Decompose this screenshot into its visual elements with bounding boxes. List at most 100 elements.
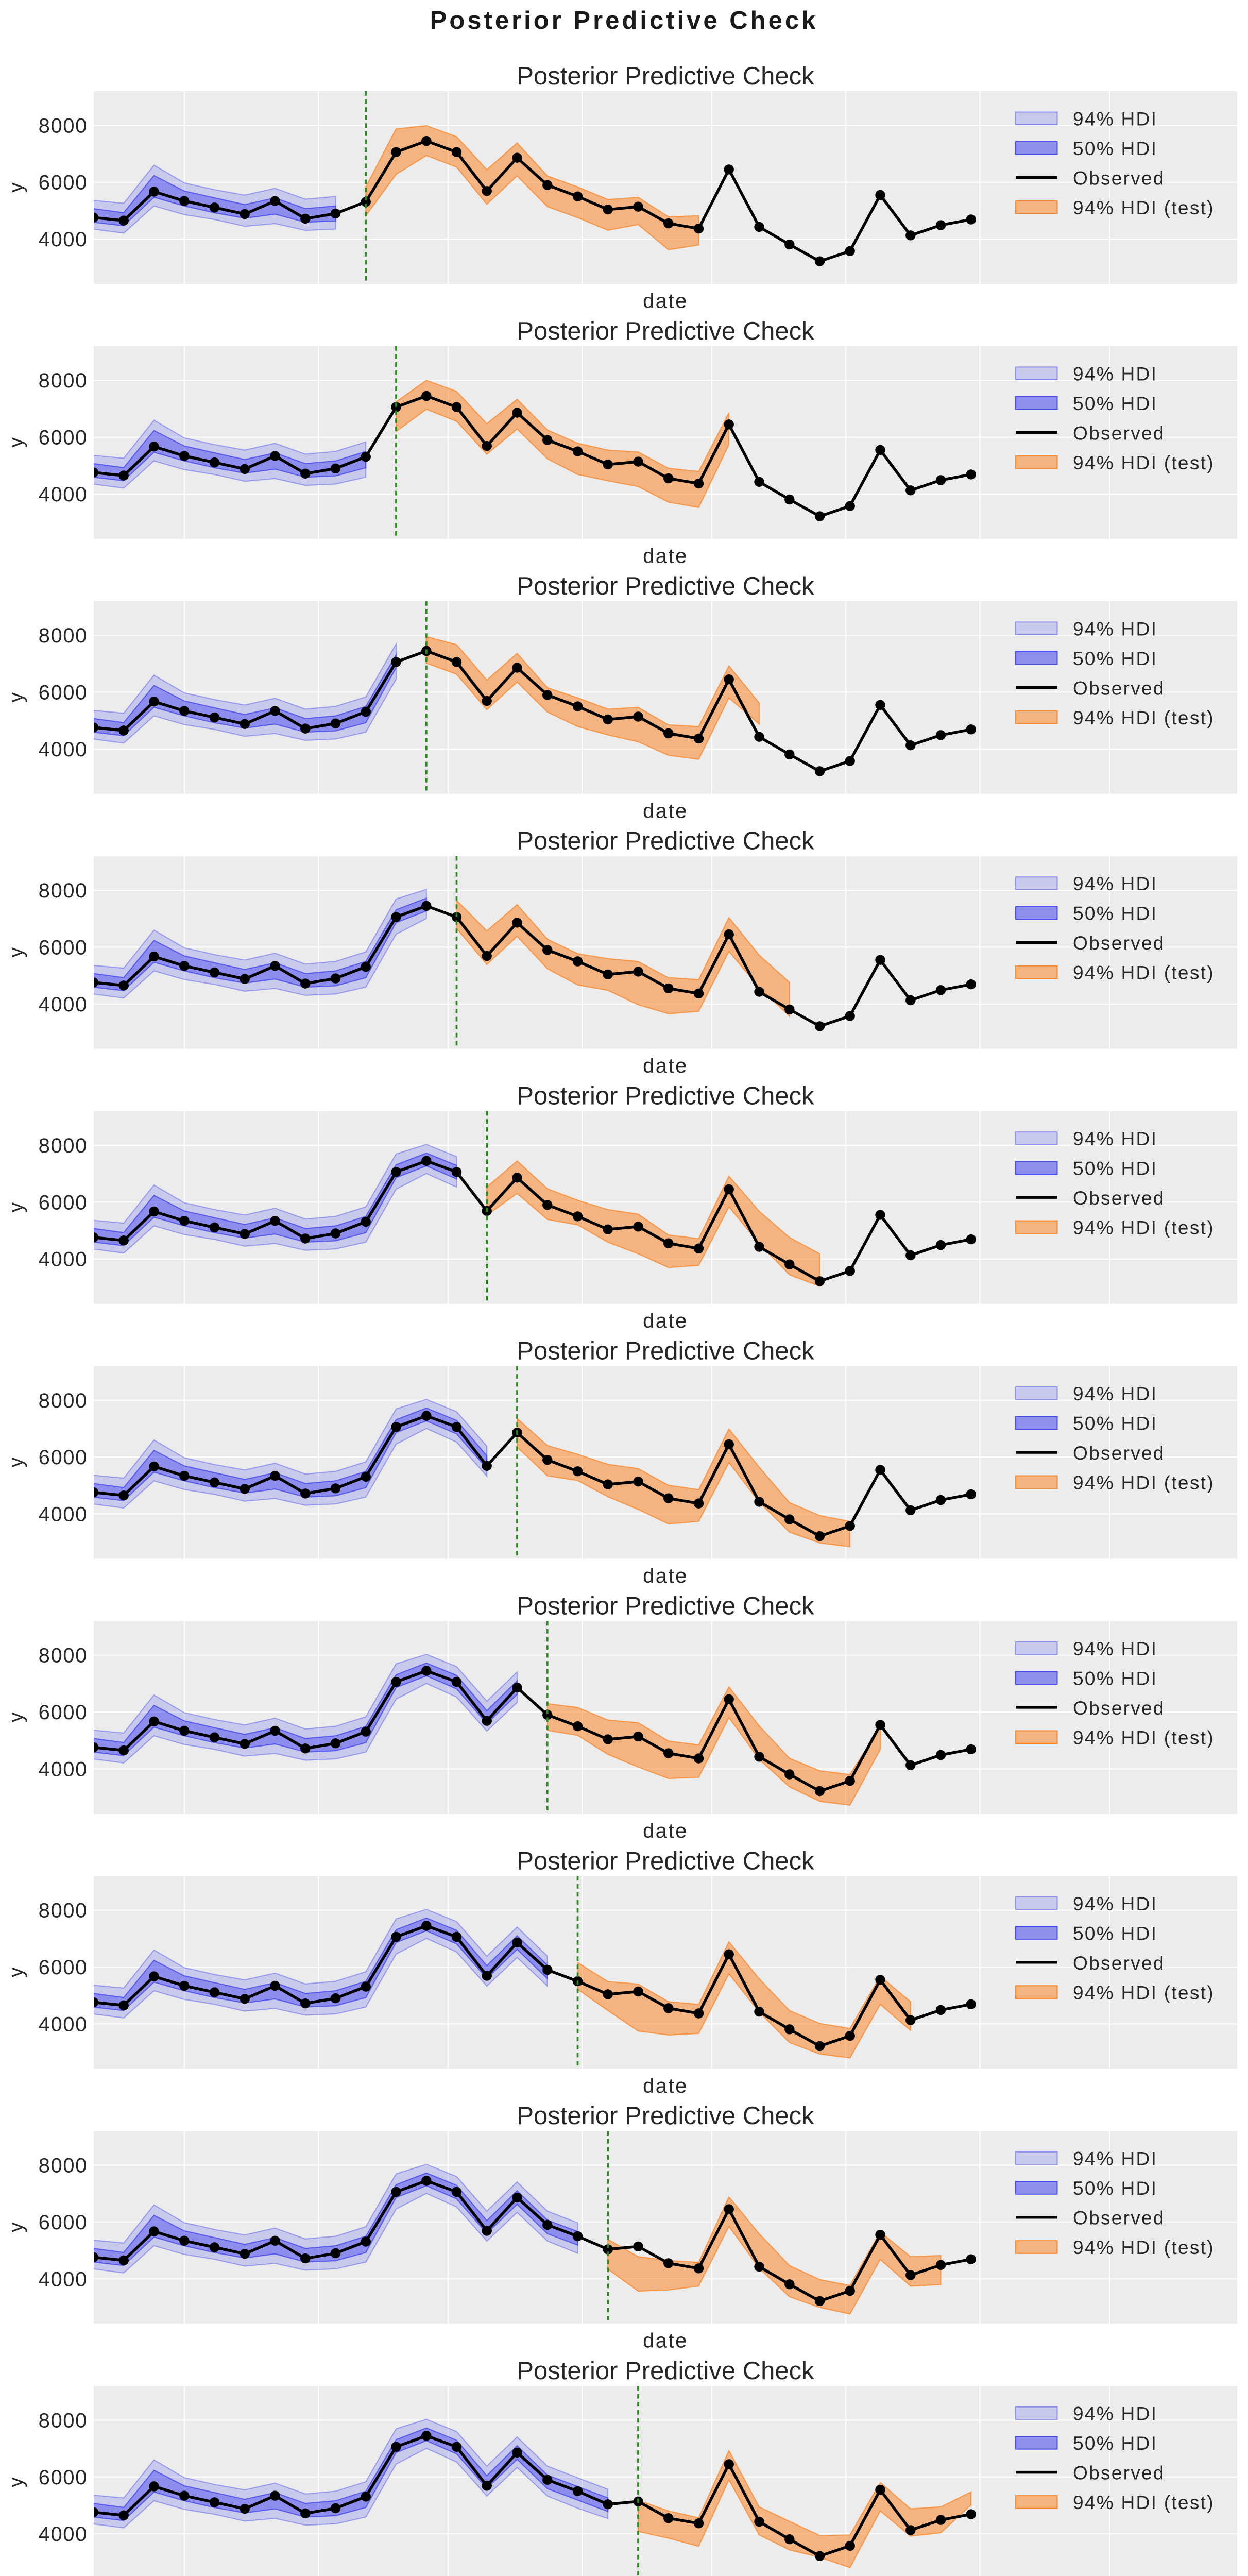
svg-text:Observed: Observed <box>1073 933 1165 954</box>
svg-text:date: date <box>643 2330 688 2352</box>
svg-text:Observed: Observed <box>1073 168 1165 189</box>
svg-text:50% HDI: 50% HDI <box>1073 1413 1157 1434</box>
svg-text:6000: 6000 <box>39 936 88 959</box>
svg-text:Posterior Predictive Check: Posterior Predictive Check <box>517 1847 814 1875</box>
svg-text:6000: 6000 <box>39 1701 88 1724</box>
svg-text:4000: 4000 <box>39 993 88 1016</box>
svg-text:94% HDI: 94% HDI <box>1073 873 1157 894</box>
svg-text:date: date <box>643 800 688 822</box>
svg-text:8000: 8000 <box>39 2155 88 2177</box>
svg-text:Observed: Observed <box>1073 422 1165 444</box>
svg-text:date: date <box>643 1565 688 1587</box>
svg-text:4000: 4000 <box>39 1758 88 1781</box>
svg-text:y: y <box>5 692 27 703</box>
svg-text:94% HDI: 94% HDI <box>1073 1638 1157 1659</box>
svg-text:4000: 4000 <box>39 1248 88 1271</box>
svg-text:50% HDI: 50% HDI <box>1073 648 1157 669</box>
svg-text:date: date <box>643 1820 688 1842</box>
svg-text:8000: 8000 <box>39 2409 88 2432</box>
svg-text:50% HDI: 50% HDI <box>1073 393 1157 414</box>
svg-text:y: y <box>5 1712 27 1722</box>
svg-text:8000: 8000 <box>39 1900 88 1922</box>
svg-text:4000: 4000 <box>39 1503 88 1526</box>
svg-text:8000: 8000 <box>39 114 88 137</box>
svg-text:8000: 8000 <box>39 879 88 902</box>
svg-text:Posterior Predictive Check: Posterior Predictive Check <box>517 827 814 855</box>
svg-text:Observed: Observed <box>1073 2463 1165 2484</box>
svg-text:6000: 6000 <box>39 2466 88 2489</box>
svg-text:4000: 4000 <box>39 2268 88 2291</box>
svg-text:Observed: Observed <box>1073 2208 1165 2229</box>
svg-text:6000: 6000 <box>39 172 88 194</box>
svg-text:6000: 6000 <box>39 427 88 449</box>
svg-text:Posterior Predictive Check: Posterior Predictive Check <box>517 317 814 345</box>
svg-text:4000: 4000 <box>39 228 88 251</box>
svg-text:date: date <box>643 2075 688 2097</box>
svg-text:Posterior Predictive Check: Posterior Predictive Check <box>517 62 814 90</box>
svg-text:50% HDI: 50% HDI <box>1073 2433 1157 2454</box>
svg-text:Posterior Predictive Check: Posterior Predictive Check <box>517 572 814 600</box>
svg-text:Posterior Predictive Check: Posterior Predictive Check <box>517 1337 814 1365</box>
svg-text:Observed: Observed <box>1073 1443 1165 1464</box>
svg-text:94% HDI (test): 94% HDI (test) <box>1073 1982 1215 2003</box>
svg-text:y: y <box>5 2222 27 2232</box>
svg-text:50% HDI: 50% HDI <box>1073 1923 1157 1944</box>
svg-text:94% HDI: 94% HDI <box>1073 109 1157 130</box>
svg-text:8000: 8000 <box>39 624 88 647</box>
svg-text:50% HDI: 50% HDI <box>1073 1158 1157 1179</box>
svg-text:Observed: Observed <box>1073 677 1165 699</box>
svg-text:94% HDI: 94% HDI <box>1073 2403 1157 2425</box>
svg-text:4000: 4000 <box>39 2013 88 2036</box>
svg-text:y: y <box>5 437 27 448</box>
svg-text:94% HDI: 94% HDI <box>1073 1128 1157 1149</box>
svg-text:94% HDI: 94% HDI <box>1073 1893 1157 1914</box>
svg-text:94% HDI (test): 94% HDI (test) <box>1073 452 1215 473</box>
svg-text:50% HDI: 50% HDI <box>1073 138 1157 159</box>
svg-text:y: y <box>5 1458 27 1468</box>
svg-text:94% HDI: 94% HDI <box>1073 618 1157 639</box>
svg-text:Posterior Predictive Check: Posterior Predictive Check <box>517 1082 814 1110</box>
svg-text:date: date <box>643 1310 688 1332</box>
svg-text:8000: 8000 <box>39 1645 88 1667</box>
svg-text:y: y <box>5 2477 27 2487</box>
svg-text:y: y <box>5 1202 27 1213</box>
svg-text:94% HDI: 94% HDI <box>1073 2148 1157 2170</box>
svg-text:Posterior Predictive Check: Posterior Predictive Check <box>430 7 818 35</box>
svg-text:8000: 8000 <box>39 1134 88 1157</box>
svg-text:8000: 8000 <box>39 369 88 392</box>
svg-text:6000: 6000 <box>39 1956 88 1979</box>
svg-text:94% HDI: 94% HDI <box>1073 1383 1157 1404</box>
svg-text:94% HDI (test): 94% HDI (test) <box>1073 197 1215 218</box>
svg-text:y: y <box>5 1967 27 1977</box>
svg-text:50% HDI: 50% HDI <box>1073 2178 1157 2199</box>
svg-text:8000: 8000 <box>39 1389 88 1412</box>
svg-text:94% HDI: 94% HDI <box>1073 363 1157 384</box>
svg-text:94% HDI (test): 94% HDI (test) <box>1073 1217 1215 1239</box>
svg-text:6000: 6000 <box>39 682 88 704</box>
svg-text:date: date <box>643 290 688 313</box>
svg-text:94% HDI (test): 94% HDI (test) <box>1073 2492 1215 2513</box>
svg-text:Posterior Predictive Check: Posterior Predictive Check <box>517 1592 814 1620</box>
svg-text:4000: 4000 <box>39 738 88 761</box>
svg-text:6000: 6000 <box>39 1191 88 1214</box>
svg-text:date: date <box>643 545 688 567</box>
svg-text:4000: 4000 <box>39 483 88 506</box>
svg-text:6000: 6000 <box>39 2211 88 2234</box>
svg-text:94% HDI (test): 94% HDI (test) <box>1073 707 1215 728</box>
svg-text:50% HDI: 50% HDI <box>1073 1668 1157 1689</box>
svg-text:94% HDI (test): 94% HDI (test) <box>1073 2237 1215 2258</box>
svg-text:94% HDI (test): 94% HDI (test) <box>1073 1472 1215 1494</box>
svg-text:94% HDI (test): 94% HDI (test) <box>1073 962 1215 984</box>
svg-text:y: y <box>5 947 27 958</box>
svg-text:Observed: Observed <box>1073 1698 1165 1719</box>
svg-text:date: date <box>643 1055 688 1077</box>
svg-text:Observed: Observed <box>1073 1188 1165 1209</box>
svg-text:94% HDI (test): 94% HDI (test) <box>1073 1727 1215 1748</box>
svg-text:4000: 4000 <box>39 2523 88 2546</box>
svg-text:50% HDI: 50% HDI <box>1073 903 1157 924</box>
svg-text:Observed: Observed <box>1073 1953 1165 1974</box>
svg-text:y: y <box>5 182 27 193</box>
svg-text:Posterior Predictive Check: Posterior Predictive Check <box>517 2102 814 2130</box>
svg-text:6000: 6000 <box>39 1446 88 1469</box>
svg-text:Posterior Predictive Check: Posterior Predictive Check <box>517 2357 814 2385</box>
